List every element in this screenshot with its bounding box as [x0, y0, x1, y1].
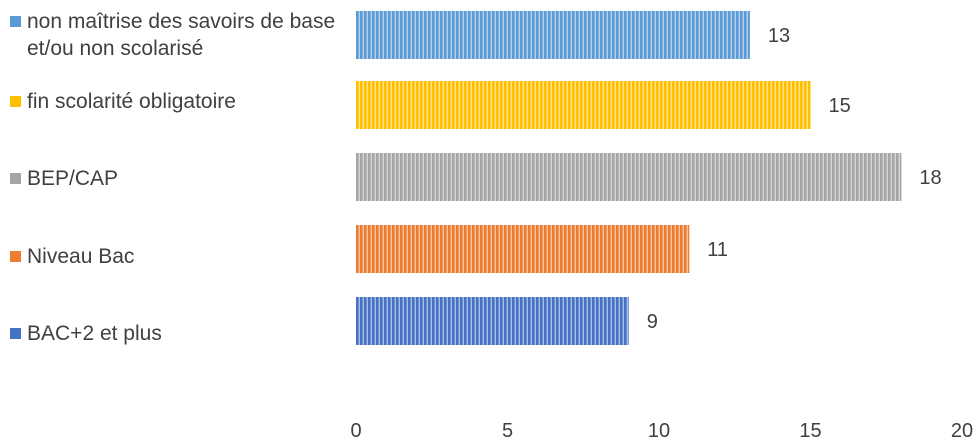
data-label: 15: [829, 95, 851, 117]
legend-label: fin scolarité obligatoire: [27, 90, 236, 113]
data-label: 13: [768, 25, 790, 47]
legend-label: BEP/CAP: [27, 167, 119, 190]
legend-label: Niveau Bac: [27, 245, 135, 268]
data-label: 18: [919, 167, 941, 189]
legend-swatch: [10, 251, 21, 262]
bar: [356, 297, 629, 345]
data-label: 9: [647, 311, 658, 333]
legend-label: non maîtrise des savoirs de base et/ou n…: [27, 10, 336, 60]
bar: [356, 81, 811, 129]
legend-item-fin-scolarite: fin scolarité obligatoire: [10, 88, 236, 115]
data-labels-layer: 13 15 18 11 9: [647, 25, 942, 333]
x-axis: 0 5 10 15 20: [350, 420, 973, 442]
x-tick-label: 0: [350, 420, 361, 442]
legend-item-non-maitrise: non maîtrise des savoirs de base et/ou n…: [10, 8, 337, 62]
legend-item-bac-plus-2: BAC+2 et plus: [10, 320, 162, 347]
x-tick-label: 5: [502, 420, 513, 442]
legend-label: BAC+2 et plus: [27, 322, 162, 345]
legend-swatch: [10, 173, 21, 184]
bar: [356, 11, 750, 59]
bar: [356, 153, 902, 201]
x-tick-label: 20: [951, 420, 973, 442]
legend-swatch: [10, 328, 21, 339]
legend-swatch: [10, 16, 21, 27]
x-tick-label: 10: [648, 420, 670, 442]
legend-item-niveau-bac: Niveau Bac: [10, 243, 134, 270]
legend-item-bep-cap: BEP/CAP: [10, 165, 118, 192]
data-label: 11: [707, 239, 728, 261]
bars-layer: [356, 11, 902, 345]
bar: [356, 225, 690, 273]
x-tick-label: 15: [799, 420, 821, 442]
legend-swatch: [10, 96, 21, 107]
